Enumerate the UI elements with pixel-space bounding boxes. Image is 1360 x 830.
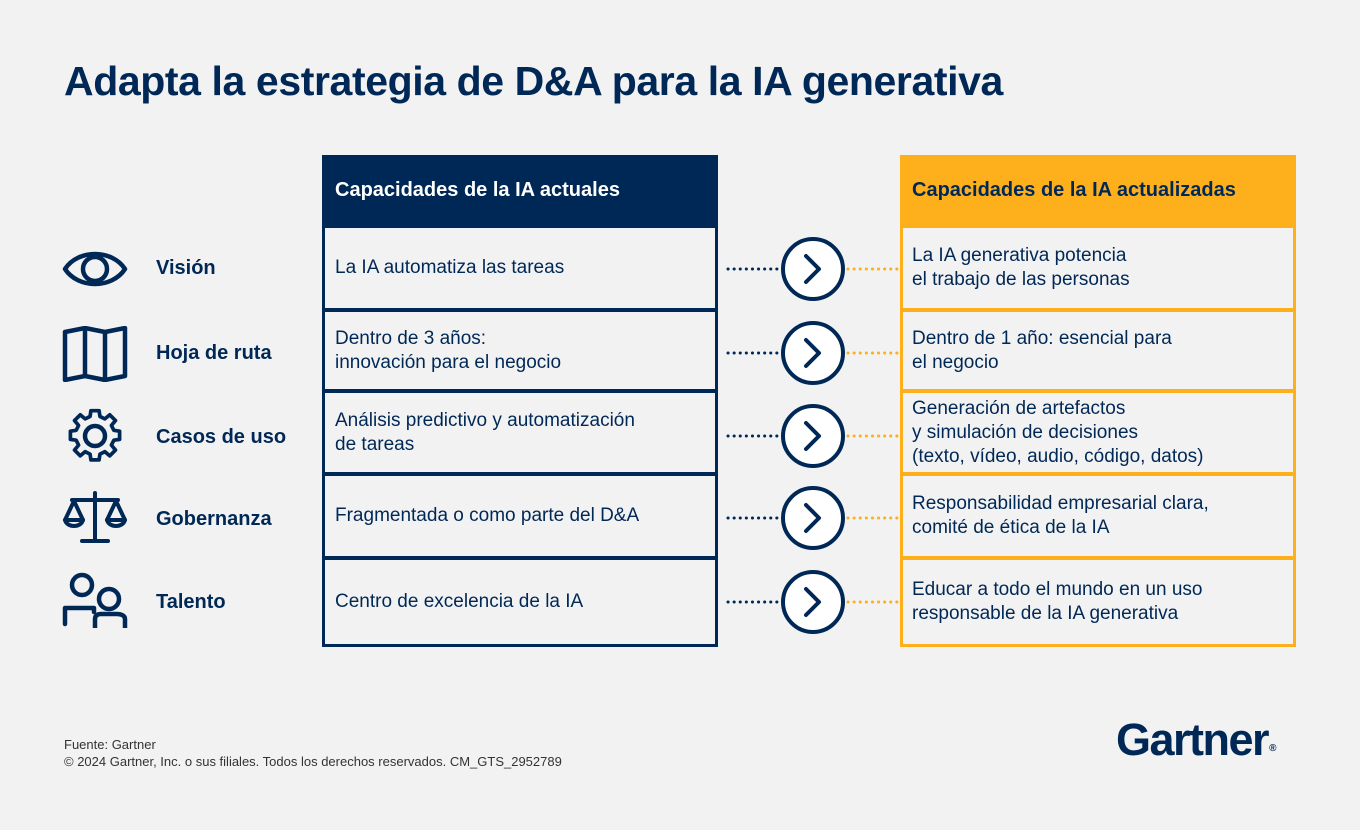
copyright-note: © 2024 Gartner, Inc. o sus filiales. Tod… [64,754,562,769]
updated-text-use-cases: Generación de artefactos y simulación de… [912,397,1204,467]
current-cell-talent: Centro de excelencia de la IA [322,557,718,647]
current-text-roadmap: Dentro de 3 años: innovación para el neg… [335,327,562,373]
current-text-talent: Centro de excelencia de la IA [335,591,584,612]
current-cell-roadmap: Dentro de 3 años: innovación para el neg… [322,309,718,392]
arrow-connector-roadmap [724,320,900,386]
current-text-vision: La IA automatiza las tareas [335,257,565,278]
current-cell-governance: Fragmentada o como parte del D&A [322,473,718,559]
updated-text-roadmap: Dentro de 1 año: esencial para el negoci… [912,327,1172,373]
brand-name: Gartner [1116,714,1270,765]
arrow-connector-use-cases [724,403,900,469]
page-title: Adapta la estrategia de D&A para la IA g… [64,58,1003,104]
registered-mark: ® [1269,743,1277,754]
source-note: Fuente: Gartner [64,737,156,752]
map-icon [62,325,128,383]
chevron-right-icon [804,421,821,451]
current-capabilities-header: Capacidades de la IA actuales [322,155,718,225]
current-capabilities-header-label: Capacidades de la IA actuales [335,178,620,201]
chevron-right-icon [804,254,821,284]
updated-capabilities-header: Capacidades de la IA actualizadas [900,155,1296,225]
people-icon [62,572,128,631]
chevron-right-icon [804,503,821,533]
current-cell-use-cases: Análisis predictivo y automatización de … [322,390,718,475]
row-label-roadmap: Hoja de ruta [156,342,272,364]
arrow-connector-vision [724,236,900,302]
current-cell-vision: La IA automatiza las tareas [322,225,718,311]
chevron-right-icon [804,587,821,617]
chevron-right-icon [804,338,821,368]
row-label-governance: Gobernanza [156,508,272,530]
current-text-governance: Fragmentada o como parte del D&A [335,505,640,526]
updated-cell-use-cases: Generación de artefactos y simulación de… [900,390,1296,475]
updated-text-governance: Responsabilidad empresarial clara, comit… [912,493,1209,538]
arrow-connector-talent [724,569,900,635]
scales-icon [62,490,128,546]
updated-cell-talent: Educar a todo el mundo en un uso respons… [900,557,1296,647]
updated-cell-roadmap: Dentro de 1 año: esencial para el negoci… [900,309,1296,392]
arrow-connector-governance [724,485,900,551]
updated-capabilities-header-label: Capacidades de la IA actualizadas [912,178,1236,201]
current-text-use-cases: Análisis predictivo y automatización de … [335,409,635,455]
gartner-logo: Gartner® [1116,714,1276,766]
updated-cell-governance: Responsabilidad empresarial clara, comit… [900,473,1296,559]
updated-text-talent: Educar a todo el mundo en un uso respons… [912,579,1203,624]
gear-icon [62,408,128,464]
eye-icon [62,241,128,297]
row-label-use-cases: Casos de uso [156,426,287,448]
row-label-vision: Visión [156,257,216,279]
row-label-talent: Talento [156,591,226,613]
updated-text-vision: La IA generativa potencia el trabajo de … [912,245,1130,290]
updated-cell-vision: La IA generativa potencia el trabajo de … [900,225,1296,311]
